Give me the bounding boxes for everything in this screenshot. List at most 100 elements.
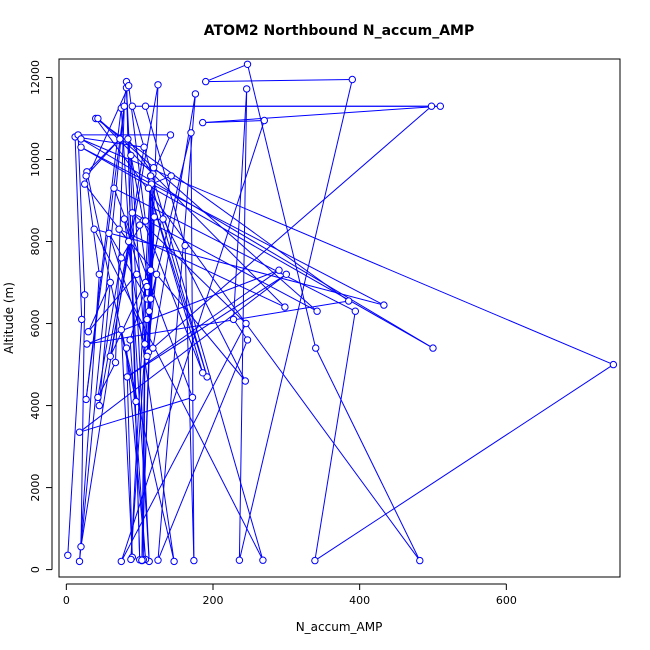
y-tick-label: 6000 bbox=[29, 310, 42, 338]
y-axis-label: Altitude (m) bbox=[2, 282, 16, 354]
data-point bbox=[235, 556, 244, 564]
data-point bbox=[117, 254, 126, 262]
plot-frame bbox=[58, 58, 621, 578]
series-segment bbox=[162, 218, 246, 382]
series-segment bbox=[157, 339, 248, 561]
data-point bbox=[170, 557, 178, 566]
data-point bbox=[345, 297, 353, 305]
data-point bbox=[149, 164, 158, 172]
data-point bbox=[167, 172, 175, 180]
data-point bbox=[147, 172, 155, 180]
data-point bbox=[147, 266, 155, 274]
series-segment bbox=[315, 347, 421, 561]
data-point bbox=[95, 270, 104, 278]
series-segment bbox=[80, 146, 385, 306]
series-segment bbox=[95, 118, 421, 561]
data-point bbox=[348, 75, 356, 84]
data-point bbox=[609, 360, 618, 369]
data-point bbox=[241, 377, 250, 385]
data-point bbox=[143, 352, 151, 360]
series-segment bbox=[74, 136, 83, 320]
y-tick-label: 2000 bbox=[29, 474, 42, 502]
series-segment bbox=[314, 311, 356, 561]
data-point bbox=[259, 556, 267, 564]
data-point bbox=[152, 270, 161, 278]
y-axis: 0 2000 4000 6000 8000 10000 12000 bbox=[29, 60, 53, 573]
series-segment bbox=[132, 212, 318, 312]
series-segment bbox=[145, 106, 186, 246]
data-point bbox=[128, 102, 137, 110]
series-segment bbox=[126, 269, 280, 378]
data-point bbox=[190, 556, 198, 565]
series-segment bbox=[126, 348, 133, 558]
series-segment bbox=[85, 138, 121, 177]
series-segment bbox=[108, 233, 146, 345]
data-point bbox=[143, 282, 151, 291]
data-point bbox=[138, 556, 146, 564]
data-point bbox=[120, 215, 129, 223]
data-point bbox=[416, 556, 424, 565]
series-segment bbox=[130, 155, 144, 222]
series-segment bbox=[120, 323, 247, 562]
data-point bbox=[95, 401, 104, 410]
data-point bbox=[75, 428, 84, 436]
data-point bbox=[128, 209, 137, 217]
data-point bbox=[105, 229, 113, 238]
data-point bbox=[94, 114, 102, 123]
series-segment bbox=[130, 155, 146, 345]
data-point bbox=[125, 237, 133, 246]
data-point bbox=[77, 543, 85, 551]
data-point bbox=[78, 315, 86, 324]
series-segment bbox=[67, 319, 83, 556]
data-point bbox=[140, 143, 148, 151]
series-segment bbox=[247, 64, 317, 349]
series-segment bbox=[157, 93, 196, 561]
data-point bbox=[126, 336, 134, 344]
x-tick-label: 400 bbox=[349, 594, 370, 607]
series-segment bbox=[80, 294, 86, 547]
data-point bbox=[154, 81, 162, 89]
data-point bbox=[77, 143, 85, 151]
series-segment bbox=[113, 188, 193, 398]
data-point bbox=[127, 151, 135, 160]
data-point bbox=[141, 340, 149, 348]
series-segment bbox=[120, 329, 175, 562]
data-point bbox=[147, 295, 155, 303]
data-point bbox=[243, 85, 251, 93]
data-point bbox=[122, 344, 131, 352]
data-point bbox=[125, 82, 133, 90]
data-point bbox=[141, 102, 150, 110]
data-point bbox=[243, 60, 252, 69]
series-segment bbox=[97, 118, 286, 308]
series-segment bbox=[205, 63, 248, 83]
data-point bbox=[82, 395, 90, 404]
data-point bbox=[143, 315, 151, 324]
data-point bbox=[159, 215, 167, 223]
data-point bbox=[191, 90, 200, 98]
series-segment bbox=[113, 187, 356, 312]
series-segment bbox=[118, 228, 286, 308]
series-segment bbox=[120, 120, 265, 562]
series-segment bbox=[80, 146, 434, 349]
series-segment bbox=[94, 228, 385, 306]
data-point bbox=[81, 180, 89, 188]
data-point bbox=[312, 344, 320, 352]
data-point bbox=[127, 555, 135, 564]
data-point bbox=[90, 225, 98, 233]
data-point bbox=[106, 352, 115, 360]
data-point bbox=[110, 184, 118, 192]
series-segment bbox=[123, 218, 175, 562]
series-segment bbox=[205, 79, 353, 83]
data-point bbox=[136, 221, 144, 229]
data-point bbox=[133, 270, 141, 278]
data-point bbox=[187, 129, 195, 137]
series-segment bbox=[87, 282, 111, 332]
series-segment bbox=[84, 85, 130, 185]
series-segment bbox=[152, 93, 196, 349]
data-point bbox=[281, 303, 289, 311]
y-tick-label: 8000 bbox=[29, 228, 42, 256]
data-point bbox=[75, 557, 84, 566]
series-segment bbox=[118, 228, 246, 382]
